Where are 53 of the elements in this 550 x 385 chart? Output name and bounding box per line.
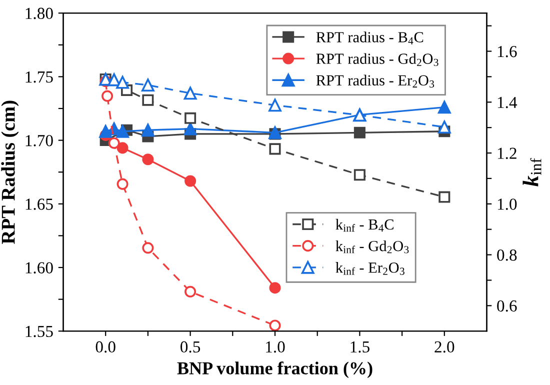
legend-label: RPT radius - Er$_{2}$O$_{3}$ <box>316 74 434 88</box>
point <box>438 191 450 203</box>
legend-label: k$_{inf}$ - Gd$_{2}$O$_{3}$ <box>336 240 409 254</box>
point <box>99 124 112 138</box>
legend-label: RPT radius - Gd$_{2}$O$_{3}$ <box>316 53 438 66</box>
point <box>438 100 451 114</box>
point <box>108 137 120 149</box>
y-tick-label: 1.60 <box>26 262 53 274</box>
x-tick-label: 1.5 <box>350 341 370 353</box>
y-tick-label: 1.80 <box>26 8 53 20</box>
point <box>102 90 114 102</box>
y-tick-label: 1.65 <box>26 198 53 210</box>
y2-tick-label: 0.8 <box>497 249 517 261</box>
y2-tick-label: 1.2 <box>498 148 516 160</box>
x-tick-label: 1.0 <box>266 341 285 353</box>
point <box>116 76 129 89</box>
point <box>354 169 366 181</box>
point <box>184 86 197 100</box>
x-tick-label: 0.0 <box>96 341 116 353</box>
point <box>116 178 128 190</box>
x-tick-label: 2.0 <box>434 341 454 353</box>
point <box>142 154 154 166</box>
point <box>184 286 196 298</box>
point <box>108 73 121 86</box>
point <box>116 124 129 138</box>
point <box>184 175 196 187</box>
point <box>354 126 366 138</box>
y-tick-label: 1.70 <box>26 134 53 146</box>
y-axis-title: RPT Radius (cm) <box>1 100 19 244</box>
point <box>141 78 154 92</box>
point <box>184 112 196 124</box>
point <box>269 143 281 155</box>
y-tick-label: 1.55 <box>26 326 53 338</box>
point <box>116 142 128 154</box>
point <box>269 282 281 294</box>
x-axis-title: BNP volume fraction (%) <box>177 361 372 378</box>
y2-tick-label: 0.6 <box>497 300 517 312</box>
y2-axis-title: k$_{inf}$ <box>522 158 542 186</box>
y2-tick-label: 1.6 <box>498 46 517 58</box>
point <box>268 98 282 112</box>
point <box>142 94 154 106</box>
point <box>141 124 154 137</box>
y2-tick-label: 1.4 <box>498 96 518 108</box>
y2-tick-label: 1.0 <box>498 198 517 210</box>
legend-label: k$_{inf}$ - B$_{4}$C <box>336 218 394 232</box>
point <box>269 320 281 332</box>
legend-label: k$_{inf}$ - Er$_{2}$O$_{3}$ <box>336 262 404 275</box>
point <box>142 242 154 254</box>
x-tick-label: 0.5 <box>180 341 200 353</box>
legend-label: RPT radius - B$_{4}$C <box>316 32 424 44</box>
point <box>438 120 451 134</box>
point <box>184 122 197 136</box>
y-tick-label: 1.75 <box>26 71 53 83</box>
